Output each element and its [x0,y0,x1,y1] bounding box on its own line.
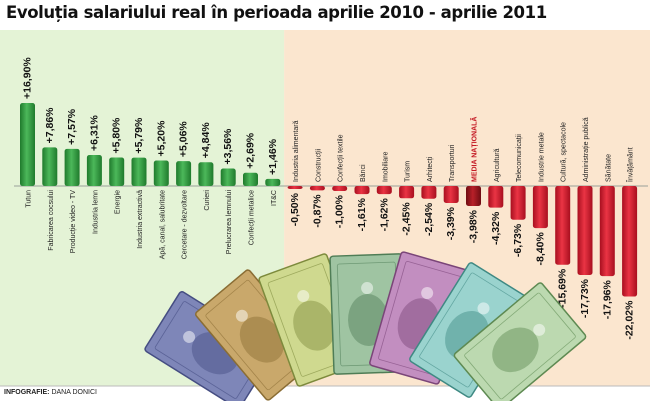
bar-value-label: +5,20% [155,120,167,157]
bar [488,186,504,208]
bar-value-label: -0,50% [289,192,301,226]
bar-value-label: +16,90% [22,57,34,99]
bar [466,186,481,206]
bar [443,186,459,204]
category-label: Industria extractivă [137,190,144,249]
bar-value-label: -4,32% [490,211,502,245]
bar [399,186,415,199]
category-label: Curieri [204,190,211,211]
bar [198,162,214,186]
category-label: Sănătate [605,154,612,182]
bar-value-label: +7,57% [66,108,78,145]
category-label: Bănci [360,164,367,182]
bar-value-label: +5,79% [133,117,145,154]
category-label: Învățământ [626,147,635,183]
bar-value-label: -1,61% [356,197,368,231]
category-label: Apă, canal, salubritate [159,190,166,259]
category-label: Confecții metalice [249,190,256,245]
category-label: Tutun [26,190,33,208]
bar-value-label: +5,80% [111,117,123,154]
bar [376,186,392,195]
category-label: Cercetare - dezvoltare [182,190,189,259]
category-label: Fabricarea cocsului [48,190,55,251]
bar [332,186,348,192]
bar-value-label: -17,73% [579,278,591,318]
bar-value-label: +4,84% [200,122,212,159]
bar-value-label: -1,00% [334,194,346,228]
category-label: Industria lemn [92,190,99,234]
chart-title: Evoluția salariului real în perioada apr… [6,3,547,22]
category-label: Telecomunicații [516,134,523,182]
bar-value-label: +7,86% [44,107,56,144]
bar [287,186,303,189]
bar [176,161,192,186]
bar-value-label: -22,02% [624,300,636,340]
bar [510,186,526,220]
bar-value-label: -2,45% [401,202,413,236]
bar [599,186,615,277]
bar [243,172,258,186]
bar [577,186,593,276]
bar-value-label: +3,56% [222,128,234,165]
category-label: Producție video - TV [70,190,77,254]
bar [532,186,548,229]
bar [265,178,281,186]
category-label: Energie [115,190,122,214]
bar [421,186,437,199]
bar [42,147,58,186]
bar-value-label: -2,54% [423,202,435,236]
category-label: Cultură, spectacole [561,122,568,182]
category-label: Industrie metale [538,132,545,182]
bar-value-label: +6,31% [88,114,100,151]
category-label: Agricultură [494,148,501,182]
bar [555,186,571,265]
bar-value-label: +5,06% [178,121,190,158]
category-label: Imobiliare [382,152,389,182]
bar [64,148,80,186]
banknote-7 [453,282,587,401]
banknotes-illustration [144,251,587,401]
credit-line: INFOGRAFIE: DANA DONICI [4,389,97,396]
category-label: Turism [405,161,412,182]
bar-value-label: -3,39% [445,206,457,240]
credit-label: INFOGRAFIE: [4,389,50,396]
credit-name: DANA DONICI [51,389,97,396]
bar-value-label: -3,98% [468,209,480,243]
bar [622,186,638,297]
bar-value-label: -15,69% [557,268,569,308]
category-label: Transporturi [449,144,456,182]
bar [86,155,102,186]
category-label: Prelucrarea lemnului [226,190,233,255]
bar-value-label: -8,40% [534,232,546,266]
category-label: Administrație publică [583,117,590,182]
bar [153,160,169,186]
bar-value-label: -0,87% [311,194,323,228]
bar [131,157,147,186]
bar-value-label: -1,62% [378,197,390,231]
bar [20,103,35,186]
bar-value-label: -17,96% [601,279,613,319]
bar [220,168,236,186]
bar-value-label: -6,73% [512,223,524,257]
category-label: Arhitecți [427,156,434,182]
category-label: Confecții textile [338,134,345,182]
bar [309,186,325,191]
bar-value-label: +2,69% [245,132,257,169]
category-label: IT&C [271,190,278,206]
bar [109,157,125,186]
bar [354,186,370,195]
category-label: Industria alimentară [293,120,300,182]
category-label: MEDIA NAȚIONALĂ [470,117,479,182]
bar-value-label: +1,46% [267,138,279,175]
category-label: Construcții [315,148,322,182]
